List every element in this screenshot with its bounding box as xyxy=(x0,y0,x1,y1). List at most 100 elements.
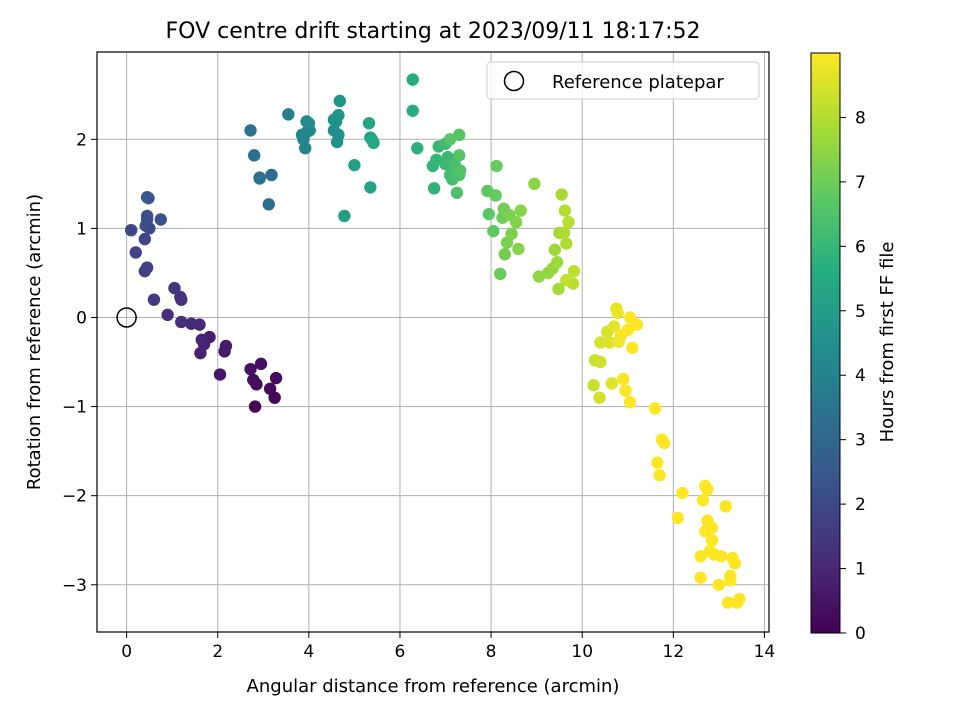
colorbar-gradient xyxy=(810,52,841,634)
data-point xyxy=(594,355,607,369)
data-point xyxy=(161,308,174,322)
data-point xyxy=(129,246,142,259)
data-point xyxy=(721,596,735,609)
data-point xyxy=(174,290,187,304)
data-point xyxy=(676,486,689,500)
y-tick-label: −3 xyxy=(62,576,87,596)
colorbar-tick-label: 0 xyxy=(855,624,866,644)
data-point xyxy=(562,215,575,229)
y-tick-label: 2 xyxy=(76,130,87,150)
colorbar-tick-label: 7 xyxy=(855,173,866,193)
data-point xyxy=(509,215,523,229)
chart-title: FOV centre drift starting at 2023/09/11 … xyxy=(166,19,701,44)
data-point xyxy=(705,534,719,547)
data-point xyxy=(142,191,155,205)
colorbar-ticks: 0 1 2 3 4 5 6 7 8 xyxy=(840,108,866,644)
data-point xyxy=(555,188,568,201)
data-point xyxy=(701,483,714,496)
data-point xyxy=(406,104,419,118)
data-point xyxy=(712,578,726,591)
y-axis-label: Rotation from reference (arcmin) xyxy=(24,194,45,490)
data-point xyxy=(154,213,167,226)
data-point xyxy=(168,281,181,295)
data-point xyxy=(367,136,380,150)
data-point xyxy=(733,592,746,606)
data-point xyxy=(185,317,198,330)
data-point xyxy=(694,550,707,563)
data-point xyxy=(630,318,644,331)
data-point xyxy=(450,186,464,199)
legend-box xyxy=(486,61,760,100)
reference-platepar-point xyxy=(116,307,137,328)
data-points xyxy=(124,73,746,609)
x-tick-label: 0 xyxy=(121,642,132,662)
data-point xyxy=(705,521,719,534)
data-point xyxy=(411,142,424,155)
data-point xyxy=(263,382,277,395)
data-point xyxy=(587,379,600,392)
data-point xyxy=(452,149,466,162)
colorbar-tick-label: 4 xyxy=(855,366,866,386)
colorbar-tick-label: 1 xyxy=(855,560,866,580)
x-tick-label: 6 xyxy=(395,642,406,662)
data-point xyxy=(552,282,565,296)
legend-label: Reference platepar xyxy=(552,72,724,93)
x-tick-label: 14 xyxy=(754,642,776,662)
x-tick-label: 4 xyxy=(303,642,314,662)
colorbar-label: Hours from first FF file xyxy=(877,242,898,443)
data-point xyxy=(623,395,637,409)
data-point xyxy=(593,391,606,404)
colorbar-tick-label: 6 xyxy=(855,237,866,257)
data-point xyxy=(262,198,275,211)
x-tick-label: 8 xyxy=(486,642,497,662)
data-point xyxy=(253,171,266,184)
reference-marker xyxy=(116,307,137,328)
plot-frame xyxy=(96,51,770,633)
data-point xyxy=(714,550,728,563)
data-point xyxy=(487,224,500,238)
colorbar-tick-label: 3 xyxy=(855,431,866,451)
data-point xyxy=(719,500,732,513)
data-point xyxy=(219,339,233,353)
data-point xyxy=(453,164,467,177)
data-point xyxy=(302,117,316,130)
data-point xyxy=(505,227,518,240)
data-point xyxy=(175,315,188,329)
data-point xyxy=(195,333,208,346)
data-point xyxy=(658,436,671,450)
data-point xyxy=(621,323,634,337)
data-point xyxy=(248,400,262,413)
data-point xyxy=(605,377,619,390)
y-tick-label: 1 xyxy=(76,219,87,239)
data-point xyxy=(558,204,572,217)
data-point xyxy=(728,557,742,570)
colorbar-tick-label: 8 xyxy=(855,108,866,128)
colorbar-tick-label: 2 xyxy=(855,495,866,515)
data-point xyxy=(560,273,573,287)
data-point xyxy=(514,204,527,217)
y-tick-label: −1 xyxy=(62,398,87,418)
data-point xyxy=(124,223,138,237)
data-point xyxy=(548,243,562,256)
data-point xyxy=(490,159,503,173)
data-point xyxy=(607,320,621,333)
data-point xyxy=(247,373,260,387)
data-point xyxy=(269,371,283,385)
x-axis-ticks: 0 2 4 6 8 10 12 14 xyxy=(121,632,775,662)
data-point xyxy=(567,264,581,278)
data-point xyxy=(254,357,268,371)
data-point xyxy=(364,181,377,194)
data-point xyxy=(489,189,502,202)
data-point xyxy=(362,117,376,130)
data-point xyxy=(651,456,664,469)
data-point xyxy=(619,384,632,397)
data-point xyxy=(247,149,261,162)
data-point xyxy=(427,182,441,195)
data-point xyxy=(332,128,345,142)
data-point xyxy=(338,209,351,223)
data-point xyxy=(244,362,257,376)
data-point xyxy=(332,109,345,122)
data-point xyxy=(282,108,295,121)
data-point xyxy=(648,402,662,415)
data-point xyxy=(333,94,347,108)
